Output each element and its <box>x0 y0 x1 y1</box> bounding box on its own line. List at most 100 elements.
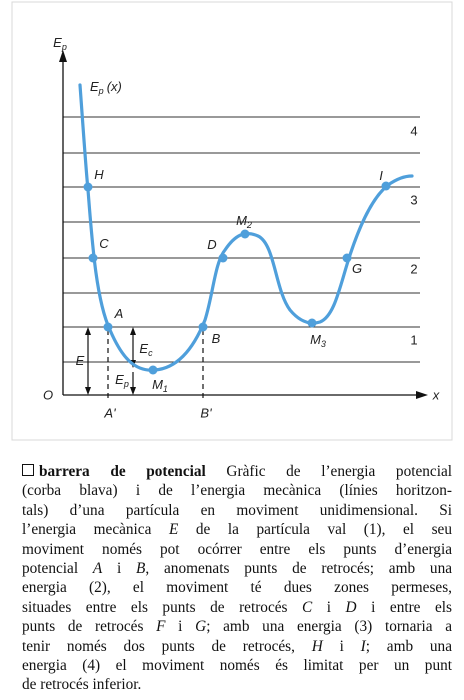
text-run: energia (2), el moviment té dues zones p… <box>22 579 452 597</box>
text-run: C <box>302 598 313 616</box>
text-line: tals) d’una partícula en moviment unidim… <box>22 501 452 520</box>
label-sub: 3 <box>321 339 326 349</box>
point <box>218 253 228 263</box>
text-run: potencial <box>22 559 93 577</box>
label: H <box>94 167 104 182</box>
label-sub: 1 <box>163 384 168 394</box>
label-sub: p <box>98 86 104 96</box>
text-run: ; amb una <box>365 637 452 655</box>
label-base: D <box>207 237 216 252</box>
label: A <box>114 306 124 321</box>
point <box>198 322 208 332</box>
text-run: (corba blava) i de l’energia mecànica (l… <box>22 482 452 500</box>
text-run: ; amb una energia (3) tornaria a <box>206 618 452 636</box>
label-base: I <box>379 168 383 183</box>
text-run: G <box>195 618 207 636</box>
label-sub: 2 <box>246 220 252 230</box>
text-run: punts de retrocés <box>22 618 157 636</box>
label-base: C <box>99 236 109 251</box>
text-line: l’energia mecànica E de la partícula val… <box>22 520 452 539</box>
x-arrow <box>416 391 428 399</box>
label: 4 <box>410 123 417 138</box>
label-sub: c <box>148 348 153 358</box>
point <box>83 182 93 192</box>
y-arrow <box>59 50 67 62</box>
label-base: E <box>115 372 124 387</box>
point <box>381 181 391 191</box>
label: 3 <box>410 192 417 207</box>
point <box>88 253 98 263</box>
label: Ep <box>53 35 67 52</box>
turning-dashes <box>107 330 204 402</box>
label-base: G <box>352 261 362 276</box>
label-base: E <box>53 35 62 50</box>
text-run: l’energia mecànica <box>22 521 169 539</box>
label-base: M <box>152 377 163 392</box>
label: B <box>212 331 221 346</box>
text-run: i <box>312 598 346 616</box>
point <box>148 365 158 375</box>
label: I <box>379 168 383 183</box>
label: D <box>207 237 216 252</box>
text-run: i <box>322 637 361 655</box>
label: Ep (x) <box>90 79 122 96</box>
text-run: i <box>165 618 196 636</box>
text-line: de retrocés inferior. <box>22 675 452 694</box>
arrow-head <box>130 387 136 395</box>
label: O <box>43 387 53 402</box>
point <box>240 229 250 239</box>
label: Ec <box>139 341 153 358</box>
label: G <box>352 261 362 276</box>
text-run: D <box>345 598 357 616</box>
text-run: A <box>92 559 103 577</box>
text-line: moviment només pot ocórrer entre els pun… <box>22 540 452 559</box>
arrow-head <box>85 327 91 395</box>
label: A' <box>103 405 116 420</box>
point <box>342 253 352 263</box>
label-base: B <box>212 331 221 346</box>
text-line: (corba blava) i de l’energia mecànica (l… <box>22 481 452 500</box>
checkbox-icon <box>22 464 34 476</box>
text-run: F <box>156 618 166 636</box>
text-line: tenir només dos punts de retrocés, H i I… <box>22 637 452 656</box>
text-line: energia (4) el moviment només és limitat… <box>22 656 452 675</box>
label-sub: p <box>123 379 129 389</box>
text-line: barrera de potencial Gràfic de l’energia… <box>22 462 452 481</box>
text-run: Gràfic de l’energia potencial <box>226 463 452 480</box>
potential-curve <box>78 83 414 372</box>
label: M2 <box>236 213 252 230</box>
label-base: E <box>76 353 85 368</box>
text-run: de retrocés inferior. <box>22 676 142 694</box>
text-line: potencial A i B, anomenats punts de retr… <box>22 559 452 578</box>
label: 1 <box>410 332 417 347</box>
label: C <box>99 236 109 251</box>
figure-frame <box>11 1 453 441</box>
label-suffix: (x) <box>107 79 122 94</box>
text-line: situades entre els punts de retrocés C i… <box>22 598 452 617</box>
label: Ep <box>115 372 129 389</box>
label: M3 <box>310 332 326 349</box>
label: B' <box>200 405 212 420</box>
text-run: I <box>360 637 366 655</box>
axes <box>59 50 428 399</box>
text-run: B <box>136 559 146 577</box>
label-sub: p <box>61 42 67 52</box>
text-run: tals) d’una partícula en moviment unidim… <box>22 501 452 519</box>
point <box>103 322 113 332</box>
label-base: M <box>236 213 247 228</box>
text-run: moviment només pot ocórrer entre els pun… <box>22 540 452 558</box>
label: E <box>76 353 85 368</box>
text-run: de la partícula val (1), el seu <box>178 521 452 539</box>
energy-levels <box>63 116 420 363</box>
label-base: E <box>90 79 99 94</box>
points <box>83 181 391 375</box>
text-run: , anomenats punts de retrocés; amb una <box>145 559 453 577</box>
text-line: energia (2), el moviment té dues zones p… <box>22 578 452 597</box>
text-run: tenir només dos punts de retrocés, <box>22 637 312 655</box>
label-base: M <box>310 332 321 347</box>
label-base: E <box>139 341 148 356</box>
text-line: punts de retrocés F i G; amb una energia… <box>22 617 452 636</box>
